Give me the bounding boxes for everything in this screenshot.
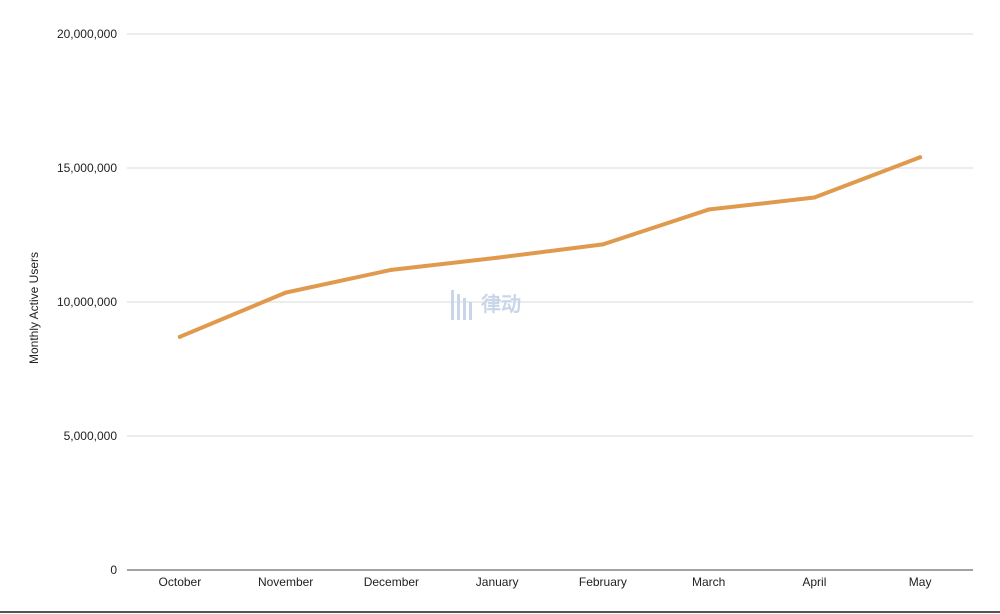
y-axis-ticks: 0 5,000,000 10,000,000 15,000,000 20,000,000: [57, 27, 117, 577]
data-point: [389, 267, 394, 272]
x-tick-label: November: [258, 575, 313, 589]
y-tick-label: 5,000,000: [64, 429, 118, 443]
x-tick-label: May: [909, 575, 932, 589]
x-tick-label: January: [476, 575, 519, 589]
watermark: 律动: [451, 290, 521, 320]
x-tick-label: December: [364, 575, 419, 589]
series-line-0: [177, 155, 923, 339]
y-tick-label: 15,000,000: [57, 161, 117, 175]
x-tick-label: March: [692, 575, 725, 589]
y-tick-label: 10,000,000: [57, 295, 117, 309]
data-point: [177, 334, 182, 339]
data-point: [600, 242, 605, 247]
data-point: [918, 155, 923, 160]
data-point: [495, 255, 500, 260]
x-axis-ticks: October November December January February Ma…: [159, 575, 932, 589]
bar-logo-icon: [451, 290, 472, 320]
grid-lines: [127, 33, 973, 437]
x-tick-label: October: [159, 575, 202, 589]
watermark-text: 律动: [481, 292, 521, 316]
data-point: [812, 195, 817, 200]
x-tick-label: February: [579, 575, 627, 589]
data-point: [283, 290, 288, 295]
y-tick-label: 0: [110, 563, 117, 577]
series-layer: [177, 155, 923, 339]
y-tick-label: 20,000,000: [57, 27, 117, 41]
x-tick-label: April: [802, 575, 826, 589]
y-axis-title: Monthly Active Users: [27, 252, 41, 364]
data-point: [706, 207, 711, 212]
